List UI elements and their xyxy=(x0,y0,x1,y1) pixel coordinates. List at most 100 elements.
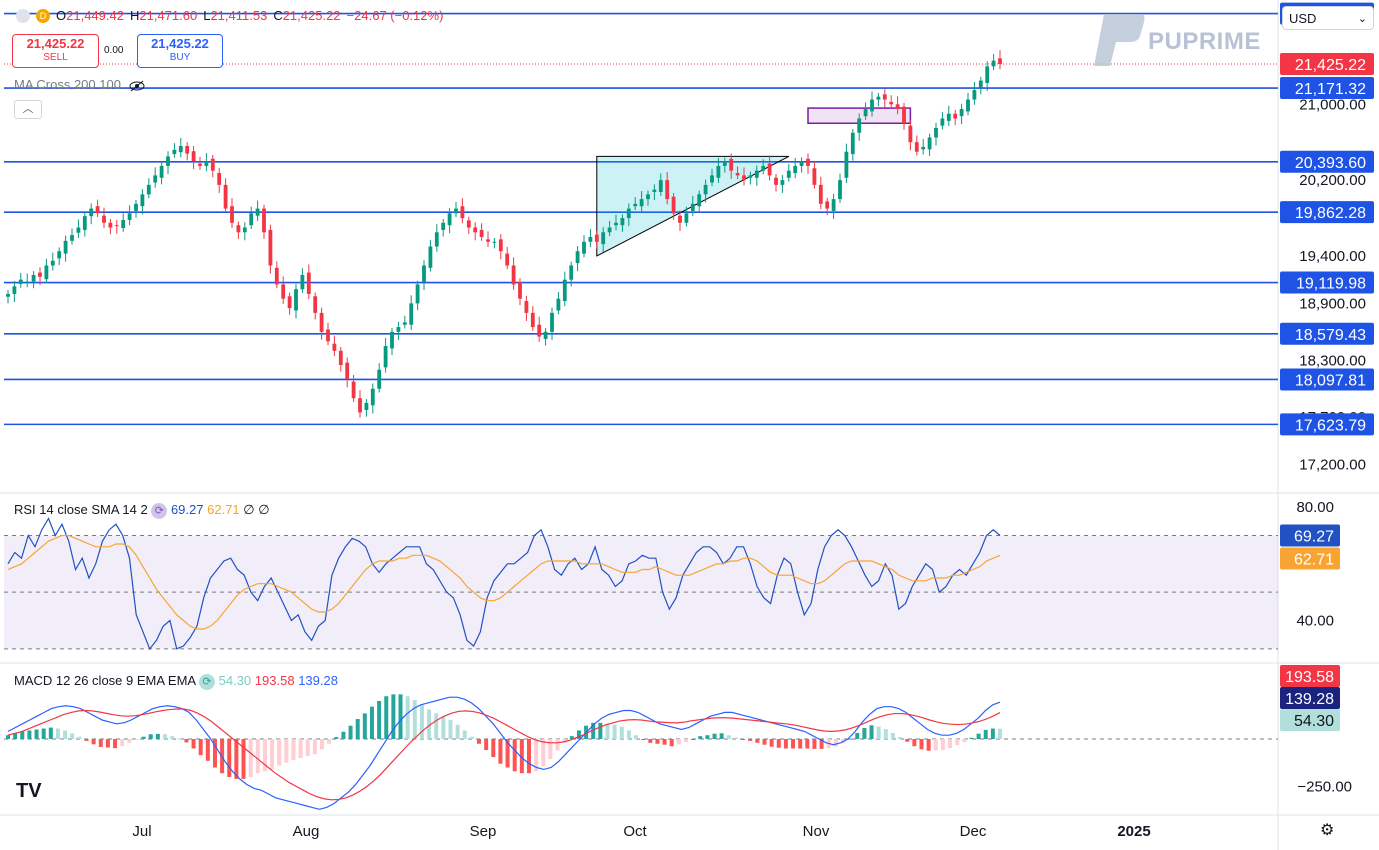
candle-body xyxy=(473,227,478,233)
macd-histogram-bar xyxy=(505,739,510,768)
macd-histogram-bar xyxy=(998,728,1002,739)
interval-badge[interactable]: D xyxy=(36,8,50,23)
horizontal-levels[interactable] xyxy=(4,12,1278,426)
macd-histogram-bar xyxy=(876,726,881,739)
time-tick-label: Jul xyxy=(132,823,151,840)
macd-histogram-bar xyxy=(576,730,581,739)
candle-body xyxy=(127,213,132,220)
rsi-legend[interactable]: RSI 14 close SMA 14 2 ⟳ 69.27 62.71 ∅ ∅ xyxy=(14,502,270,519)
refresh-icon[interactable]: ⟳ xyxy=(151,503,168,519)
macd-histogram-bar xyxy=(691,739,696,740)
level-price-tag xyxy=(1280,413,1374,436)
macd-histogram-bar xyxy=(776,739,781,748)
rsi-band-fill xyxy=(4,535,1278,649)
candle-body xyxy=(460,206,465,219)
candle-body xyxy=(492,241,497,243)
macd-histogram-bar xyxy=(605,723,610,739)
last-price-tag xyxy=(1280,52,1374,75)
macd-histogram-bar xyxy=(419,704,424,739)
macd-histogram-bar xyxy=(205,739,210,761)
macd-legend[interactable]: MACD 12 26 close 9 EMA EMA ⟳ 54.30 193.5… xyxy=(14,673,338,690)
macd-histogram-bar xyxy=(676,739,681,745)
collapse-legend-button[interactable]: ︿ xyxy=(14,100,42,119)
time-tick-label: Aug xyxy=(293,823,320,840)
candle-body xyxy=(690,203,695,211)
macd-histogram-bar xyxy=(155,733,160,739)
puprime-logo-mark xyxy=(1094,14,1145,66)
macd-histogram-bar xyxy=(198,739,203,756)
candle-body xyxy=(850,132,855,155)
macd-histogram-bar xyxy=(105,739,110,748)
candle-body xyxy=(518,282,522,299)
macd-histogram-bar xyxy=(783,739,788,749)
macd-histogram-bar xyxy=(405,696,410,739)
macd-histogram-bar xyxy=(13,733,18,739)
buy-button[interactable]: 21,425.22 BUY xyxy=(137,34,223,68)
macd-histogram-bar xyxy=(462,730,467,739)
candle-body xyxy=(857,118,862,133)
candle-body xyxy=(658,180,663,192)
macd-histogram-bar xyxy=(241,739,246,779)
candle-body xyxy=(345,362,350,380)
rsi-tick-label: 80.00 xyxy=(1296,499,1334,516)
candle-body xyxy=(300,274,305,290)
change-value: −24.67 (−0.12%) xyxy=(346,8,444,23)
level-price-tag xyxy=(1280,271,1374,294)
macd-histogram-bar xyxy=(234,739,239,779)
candle-body xyxy=(434,232,439,247)
tradingview-logo[interactable]: TV xyxy=(16,780,42,802)
close-label: C xyxy=(273,8,283,23)
candle-body xyxy=(332,343,337,351)
candle-body xyxy=(402,322,407,325)
level-price-tag-label: 21,171.32 xyxy=(1295,81,1366,98)
candle-body xyxy=(735,173,740,176)
candle-body xyxy=(230,206,234,223)
candle-body xyxy=(703,184,708,195)
macd-histogram-bar xyxy=(869,725,874,739)
macd-histogram-bar xyxy=(477,739,482,744)
refresh-icon[interactable]: ⟳ xyxy=(199,674,215,690)
macd-histogram-bar xyxy=(270,739,275,770)
candle-body xyxy=(153,175,158,183)
macd-histogram-bar xyxy=(120,739,125,747)
signal-value-tag xyxy=(1280,687,1340,709)
candle-body xyxy=(902,106,906,124)
candle-body xyxy=(991,60,996,67)
currency-select[interactable]: USD ⌄ xyxy=(1282,6,1374,30)
sell-button[interactable]: 21,425.22 SELL xyxy=(12,34,99,68)
macd-histogram-bar xyxy=(148,734,153,739)
eye-hidden-icon[interactable] xyxy=(129,80,145,92)
candle-body xyxy=(396,327,401,332)
macd-histogram-bar xyxy=(141,736,146,739)
macd-histogram-bar xyxy=(255,739,260,774)
gear-icon[interactable]: ⚙ xyxy=(1320,822,1335,839)
candle-body xyxy=(82,216,87,230)
macd-histogram-bar xyxy=(391,694,396,739)
candle-body xyxy=(652,189,657,192)
ma-cross-label: MA Cross 200 100 xyxy=(14,77,121,92)
macd-histogram-bar xyxy=(698,736,703,739)
level-price-tag xyxy=(1280,150,1374,173)
symbol-icon[interactable] xyxy=(16,8,30,23)
rsi-tick-label: 40.00 xyxy=(1296,613,1334,630)
ma-cross-legend[interactable]: MA Cross 200 100 xyxy=(14,77,145,92)
macd-signal-value: 139.28 xyxy=(298,673,338,688)
candle-body xyxy=(786,170,791,178)
macd-histogram-bar xyxy=(434,713,439,739)
macd-histogram-bar xyxy=(712,733,717,739)
candle-body xyxy=(479,229,484,238)
candle-body xyxy=(722,161,727,166)
price-tick-label: 18,300.00 xyxy=(1299,352,1366,369)
macd-value-tag xyxy=(1280,665,1340,687)
candle-body xyxy=(575,251,580,264)
macd-histogram-bar xyxy=(512,739,517,772)
signal-value-tag-label: 139.28 xyxy=(1285,691,1334,708)
candle-body xyxy=(6,293,10,297)
candle-body xyxy=(114,225,119,227)
macd-histogram-bar xyxy=(726,735,731,739)
candle-body xyxy=(838,180,842,200)
macd-histogram-bar xyxy=(441,716,446,739)
candle-body xyxy=(364,402,369,411)
rsi-band-background xyxy=(4,535,1278,740)
